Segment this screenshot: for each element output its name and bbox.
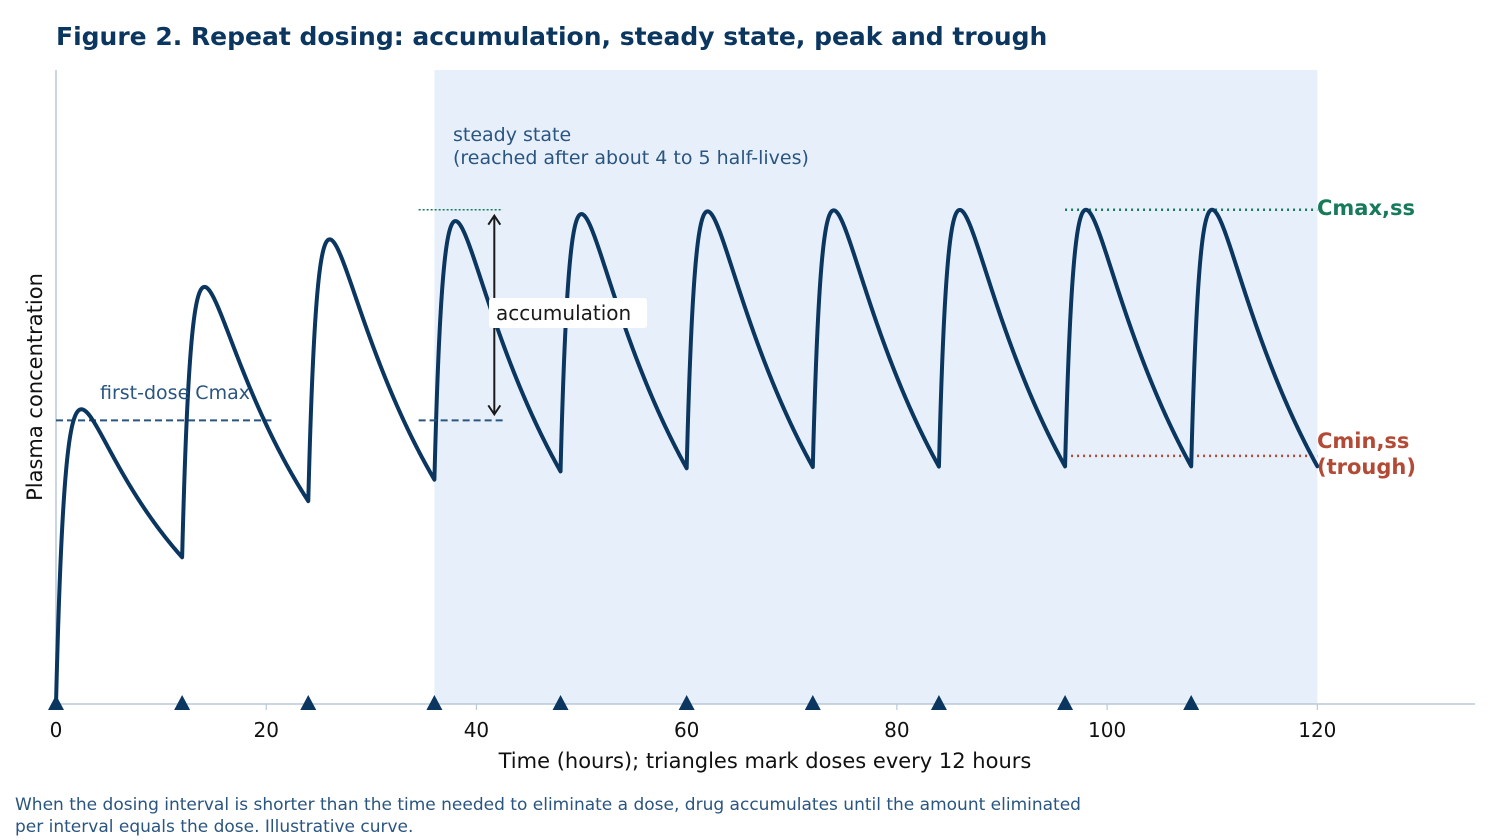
concentration-curve: [54, 207, 1320, 706]
caption-line-2: per interval equals the dose. Illustrati…: [15, 817, 413, 837]
dose-marker: [930, 695, 947, 710]
x-tick-label: 100: [1088, 718, 1126, 742]
x-tick-label: 40: [464, 718, 489, 742]
dose-marker: [48, 695, 64, 710]
x-axis-label: Time (hours); triangles mark doses every…: [498, 749, 1032, 773]
cmax-ss-label: Cmax,ss: [1317, 196, 1415, 220]
steady-state-sublabel: (reached after about 4 to 5 half-lives): [453, 147, 809, 169]
x-tick-label: 80: [884, 718, 909, 742]
x-tick-label: 120: [1298, 718, 1336, 742]
x-tick-label: 0: [50, 718, 63, 742]
steady-state-label: steady state: [453, 124, 571, 146]
dose-marker: [300, 695, 317, 710]
caption-line-1: When the dosing interval is shorter than…: [15, 795, 1081, 815]
accumulation-arrow-head-down: [487, 404, 502, 417]
dose-marker: [1183, 695, 1200, 710]
chart-title: Figure 2. Repeat dosing: accumulation, s…: [56, 22, 1047, 51]
dose-markers: [48, 695, 1200, 710]
cmin-ss-sublabel: (trough): [1317, 455, 1416, 479]
steady-state-region: [434, 70, 1318, 704]
accumulation-label: accumulation: [496, 301, 631, 325]
first-dose-cmax-label: first-dose Cmax: [100, 382, 250, 404]
dose-marker: [426, 695, 443, 710]
dose-marker: [174, 695, 191, 710]
x-tick-label: 60: [674, 718, 699, 742]
axes: 0 20 40 60 80 100 120: [50, 70, 1475, 742]
dose-marker: [552, 695, 569, 710]
cmin-ss-label: Cmin,ss: [1317, 429, 1409, 453]
dose-marker: [1057, 695, 1074, 710]
dose-marker: [678, 695, 695, 710]
y-axis-label: Plasma concentration: [23, 273, 47, 501]
accumulation-label-box: [489, 298, 647, 328]
x-tick-label: 20: [253, 718, 278, 742]
accumulation-arrow-head-up: [487, 213, 502, 226]
dose-marker: [804, 695, 821, 710]
